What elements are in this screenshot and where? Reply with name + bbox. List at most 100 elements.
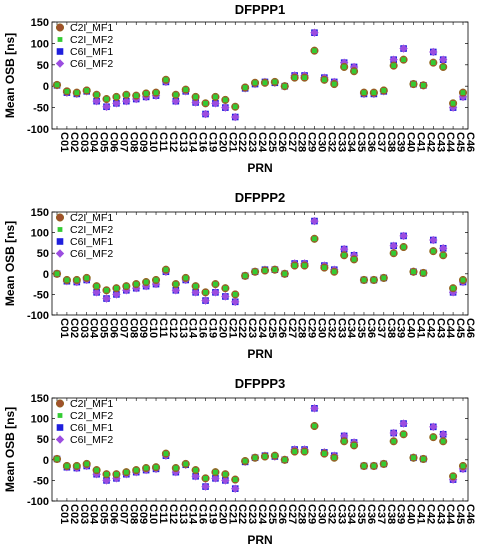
data-point	[302, 449, 307, 454]
data-point	[232, 104, 238, 110]
data-point	[282, 457, 288, 463]
data-point	[163, 77, 169, 83]
x-tick-label: C08	[127, 132, 139, 152]
data-point	[203, 100, 208, 106]
data-point	[391, 250, 397, 256]
x-tick-label: C37	[375, 132, 387, 152]
data-point	[64, 88, 70, 94]
data-point	[252, 269, 258, 275]
x-tick-label: C01	[58, 132, 70, 152]
series-C2I_MF2	[54, 48, 466, 110]
x-tick-label: C12	[167, 504, 179, 524]
x-tick-label: C23	[246, 504, 258, 524]
x-tick-label: C20	[216, 132, 228, 152]
data-point	[339, 244, 349, 254]
data-point	[211, 99, 220, 108]
data-point	[321, 451, 327, 457]
x-tick-label: C35	[355, 318, 367, 338]
data-point	[361, 463, 367, 469]
data-point	[84, 88, 90, 93]
data-point	[193, 467, 199, 473]
y-tick-label: 100	[31, 228, 49, 240]
data-point	[430, 248, 436, 254]
data-point	[341, 438, 347, 444]
legend-label: C6I_MF2	[70, 58, 113, 70]
data-point	[389, 55, 398, 64]
data-point	[438, 430, 448, 439]
data-point	[401, 57, 406, 63]
x-tick-label: C16	[197, 132, 209, 152]
data-point	[438, 244, 448, 253]
x-tick-label: C33	[335, 504, 347, 524]
data-point	[458, 92, 468, 102]
data-point	[262, 268, 268, 273]
data-point	[191, 98, 200, 107]
y-tick-label: 0	[43, 455, 49, 467]
x-tick-label: C20	[216, 504, 228, 524]
x-axis-label: PRN	[247, 161, 272, 175]
data-point	[252, 455, 258, 461]
x-tick-label: C32	[325, 318, 337, 338]
data-point	[351, 442, 357, 448]
x-tick-label: C14	[187, 132, 199, 153]
data-point	[122, 96, 131, 106]
data-point	[252, 80, 258, 86]
x-tick-label: C36	[365, 132, 377, 152]
y-tick-label: 50	[37, 248, 49, 260]
data-point	[201, 296, 210, 305]
x-tick-label: C09	[137, 132, 149, 152]
data-point	[438, 55, 448, 64]
data-point	[430, 434, 436, 440]
data-point	[211, 474, 220, 483]
data-point	[231, 484, 240, 493]
data-point	[183, 87, 189, 93]
x-tick-label: C42	[424, 132, 436, 152]
x-tick-label: C02	[68, 504, 80, 524]
data-point	[450, 473, 456, 479]
x-tick-label: C25	[266, 318, 278, 338]
data-point	[64, 463, 70, 469]
data-point	[104, 96, 109, 102]
x-tick-label: C40	[405, 132, 417, 152]
data-point	[401, 431, 406, 437]
data-point	[132, 284, 141, 293]
x-tick-label: C04	[88, 132, 100, 153]
x-tick-label: C07	[117, 504, 129, 524]
data-point	[312, 48, 317, 54]
data-point	[141, 281, 151, 291]
x-tick-label: C28	[296, 132, 308, 152]
x-tick-label: C02	[68, 132, 80, 152]
data-point	[143, 465, 149, 471]
legend-label: C2I_MF1	[70, 398, 113, 410]
series-C6I_MF2	[52, 28, 468, 122]
y-tick-label: -50	[33, 103, 49, 115]
x-tick-label: C25	[266, 132, 278, 152]
x-tick-label: C30	[315, 318, 327, 338]
data-point	[272, 453, 278, 459]
x-tick-label: C32	[325, 504, 337, 524]
data-point	[92, 96, 101, 106]
plot-area-frame	[51, 397, 469, 502]
data-point	[191, 472, 200, 481]
x-tick-label: C21	[226, 318, 238, 338]
data-point	[411, 269, 416, 275]
x-tick-label: C24	[256, 132, 268, 153]
x-tick-label: C39	[395, 318, 407, 338]
data-point	[440, 438, 446, 444]
x-tick-label: C22	[236, 132, 248, 152]
legend-marker	[55, 435, 65, 444]
x-tick-label: C14	[187, 318, 199, 339]
data-point	[272, 79, 278, 85]
x-tick-label: C05	[98, 132, 110, 152]
data-point	[54, 456, 60, 462]
series-C2I_MF2	[54, 423, 466, 482]
legend-marker	[56, 238, 64, 245]
data-point	[203, 289, 208, 295]
plot-area-frame	[51, 211, 469, 316]
data-point	[143, 279, 149, 285]
x-tick-label: C06	[108, 318, 120, 338]
data-point	[173, 92, 179, 98]
data-point	[411, 81, 416, 87]
data-point	[389, 241, 398, 250]
